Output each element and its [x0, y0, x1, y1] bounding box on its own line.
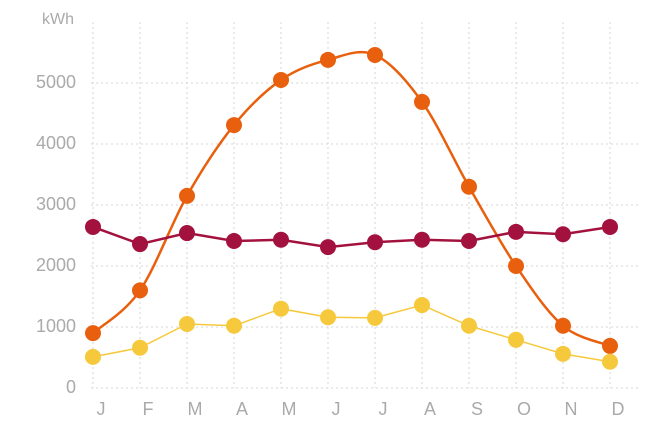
data-point: [132, 282, 148, 299]
data-point: [273, 300, 289, 317]
data-point: [226, 117, 242, 134]
data-point: [179, 315, 195, 332]
data-point: [320, 309, 336, 326]
data-point: [602, 218, 618, 235]
x-tick-label: J: [97, 399, 106, 419]
x-tick-label: F: [143, 399, 154, 419]
data-point: [132, 339, 148, 356]
data-point: [367, 309, 383, 326]
x-tick-label: N: [565, 399, 578, 419]
data-point: [414, 93, 430, 110]
data-point: [414, 231, 430, 248]
data-point: [320, 239, 336, 256]
x-tick-label: M: [188, 399, 203, 419]
data-point: [367, 234, 383, 251]
x-tick-label: M: [282, 399, 297, 419]
data-point: [555, 345, 571, 362]
y-tick-label: 2000: [36, 255, 76, 275]
y-axis-label: kWh: [42, 11, 74, 28]
x-tick-label: J: [379, 399, 388, 419]
y-tick-label: 1000: [36, 316, 76, 336]
data-point: [508, 223, 524, 240]
data-point: [179, 225, 195, 242]
data-point: [132, 236, 148, 253]
data-point: [508, 258, 524, 274]
data-point: [179, 187, 195, 204]
data-point: [226, 317, 242, 334]
y-tick-label: 4000: [36, 133, 76, 153]
x-tick-label: O: [517, 399, 531, 419]
data-point: [555, 317, 571, 334]
data-point: [602, 337, 618, 354]
data-point: [85, 218, 101, 235]
data-point: [226, 232, 242, 249]
series-line: [92, 304, 611, 363]
x-tick-label: J: [332, 399, 341, 419]
data-point: [85, 325, 101, 342]
data-point: [85, 348, 101, 365]
y-tick-label: 0: [66, 377, 76, 397]
series-line: [92, 50, 611, 348]
data-point: [508, 331, 524, 348]
data-point: [461, 232, 477, 249]
x-tick-label: D: [612, 399, 625, 419]
data-point: [273, 231, 289, 248]
x-tick-label: A: [236, 399, 248, 419]
data-point: [461, 317, 477, 334]
data-point: [461, 178, 477, 195]
data-point: [414, 297, 430, 314]
y-tick-label: 3000: [36, 194, 76, 214]
data-point: [555, 226, 571, 243]
data-point: [273, 71, 289, 88]
y-tick-label: 5000: [36, 72, 76, 92]
x-tick-label: A: [424, 399, 436, 419]
data-point: [367, 46, 383, 63]
data-point: [320, 51, 336, 68]
x-tick-label: S: [471, 399, 483, 419]
data-point: [602, 353, 618, 370]
